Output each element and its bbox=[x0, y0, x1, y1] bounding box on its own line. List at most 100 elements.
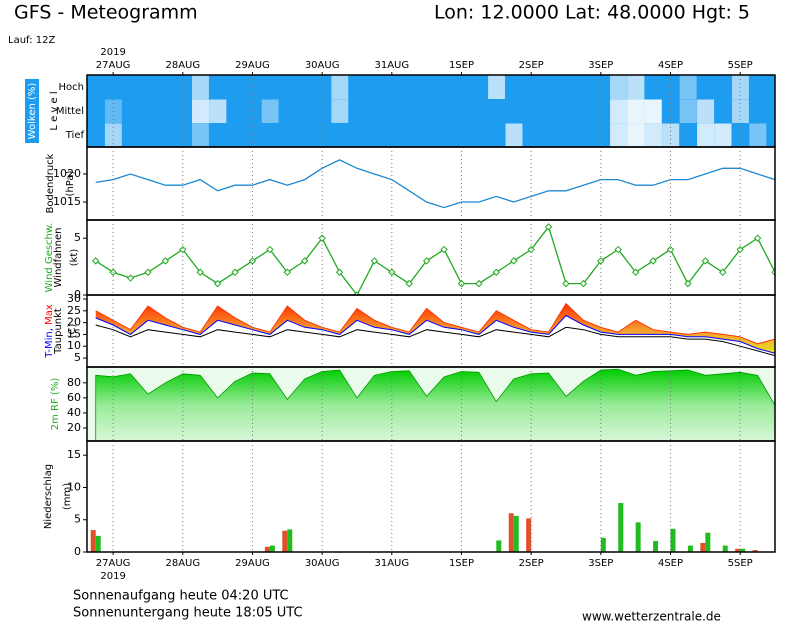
x-tick-label: 4SEP bbox=[658, 558, 683, 569]
bar bbox=[90, 530, 96, 552]
cloud-cell bbox=[87, 75, 105, 100]
line bbox=[95, 225, 775, 295]
cloud-cell bbox=[348, 123, 367, 147]
level-label: Hoch bbox=[59, 82, 84, 93]
cloud-cell bbox=[766, 75, 775, 100]
cloud-cell bbox=[505, 123, 523, 147]
sunset: Sonnenuntergang heute 18:05 UTC bbox=[73, 606, 303, 621]
panel bbox=[87, 367, 775, 441]
label-part: Niederschlag bbox=[43, 464, 54, 529]
cloud-cell bbox=[487, 99, 506, 124]
page-title: GFS - Meteogramm bbox=[14, 2, 198, 24]
marker bbox=[544, 223, 553, 231]
x-tick-label: 5SEP bbox=[728, 60, 753, 71]
year-label: 2019 bbox=[100, 47, 125, 58]
cloud-cell bbox=[714, 75, 732, 100]
label-part: 2m RF (%) bbox=[50, 378, 61, 431]
cloud-cell bbox=[679, 99, 698, 124]
bar bbox=[635, 522, 641, 552]
marker bbox=[318, 234, 326, 242]
marker bbox=[144, 268, 152, 276]
cloud-cell bbox=[644, 123, 663, 147]
cloud-cell bbox=[539, 123, 558, 147]
bar bbox=[269, 545, 275, 552]
bar bbox=[670, 528, 676, 552]
y-tick-label: 25 bbox=[67, 304, 81, 317]
bar bbox=[513, 515, 519, 552]
marker bbox=[492, 268, 501, 276]
x-tick-label: 30AUG bbox=[305, 60, 340, 71]
bar bbox=[722, 545, 728, 552]
marker bbox=[440, 245, 448, 254]
label-part: (kt) bbox=[69, 249, 80, 267]
cloud-cell bbox=[609, 75, 628, 100]
cloud-cell bbox=[609, 99, 628, 124]
panel bbox=[90, 502, 758, 552]
y-axis-label: Taupunkt bbox=[53, 308, 64, 355]
marker bbox=[213, 279, 222, 288]
bar bbox=[687, 545, 693, 552]
label-part: (mm) bbox=[62, 483, 73, 510]
marker bbox=[92, 257, 100, 265]
cloud-cell bbox=[435, 75, 454, 100]
bar bbox=[526, 518, 532, 552]
y-tick-label: 5 bbox=[74, 513, 81, 526]
x-tick-label: 3SEP bbox=[588, 558, 613, 569]
marker bbox=[196, 268, 204, 276]
y-tick-label: 15 bbox=[67, 327, 81, 340]
bar bbox=[282, 530, 288, 552]
level-label: Mittel bbox=[56, 106, 84, 117]
x-tick-label: 3SEP bbox=[588, 60, 613, 71]
cloud-cell bbox=[417, 99, 436, 124]
cloud-cell bbox=[121, 75, 140, 100]
y-axis-label: Windfahnen bbox=[53, 228, 64, 288]
marker bbox=[126, 274, 135, 282]
cloud-cell bbox=[156, 99, 175, 124]
cloud-cell bbox=[696, 75, 715, 100]
cloud-cell bbox=[296, 99, 314, 124]
cloud-cell bbox=[400, 123, 419, 147]
cloud-cell bbox=[505, 75, 523, 100]
y-axis-label: 2m RF (%) bbox=[50, 378, 61, 431]
y-tick-label: 0 bbox=[74, 288, 81, 301]
bar bbox=[496, 540, 502, 552]
y-axis-label: (C) bbox=[67, 324, 78, 339]
y-tick-label: 20 bbox=[67, 421, 81, 434]
line bbox=[95, 324, 775, 357]
y-tick-label: 10 bbox=[67, 480, 81, 493]
cloud-cell bbox=[766, 123, 775, 147]
cloud-cell bbox=[278, 99, 297, 124]
sunrise: Sonnenaufgang heute 04:20 UTC bbox=[73, 589, 289, 604]
cloud-cell bbox=[261, 99, 280, 124]
marker bbox=[422, 257, 431, 265]
panel bbox=[92, 223, 775, 295]
x-tick-label: 29AUG bbox=[235, 60, 270, 71]
cloud-cell bbox=[470, 123, 489, 147]
line bbox=[95, 302, 775, 345]
bar bbox=[700, 542, 706, 552]
label-part: (C) bbox=[67, 324, 78, 339]
cloud-cell bbox=[330, 123, 349, 147]
cloud-cell bbox=[156, 75, 175, 100]
marker bbox=[510, 257, 518, 265]
cloud-cell bbox=[574, 123, 593, 147]
cloud-cell bbox=[714, 99, 732, 124]
x-tick-label: 1SEP bbox=[449, 558, 474, 569]
cloud-cell bbox=[748, 123, 767, 147]
cloud-cell bbox=[574, 75, 593, 100]
y-axis-label: T-Min, Max bbox=[44, 304, 55, 359]
x-tick-label: 28AUG bbox=[165, 558, 200, 569]
x-tick-label: 28AUG bbox=[165, 60, 200, 71]
cloud-cell bbox=[435, 99, 454, 124]
label-part: Taupunkt bbox=[53, 308, 64, 355]
marker bbox=[701, 257, 710, 265]
marker bbox=[301, 257, 309, 265]
cloud-cell bbox=[348, 75, 367, 100]
marker bbox=[161, 257, 170, 265]
line bbox=[95, 314, 775, 354]
x-tick-label: 27AUG bbox=[96, 60, 131, 71]
marker bbox=[457, 279, 466, 288]
label-part: Wind Geschw. bbox=[44, 223, 55, 293]
